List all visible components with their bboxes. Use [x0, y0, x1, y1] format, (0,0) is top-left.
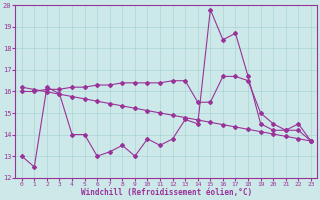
X-axis label: Windchill (Refroidissement éolien,°C): Windchill (Refroidissement éolien,°C): [81, 188, 252, 197]
